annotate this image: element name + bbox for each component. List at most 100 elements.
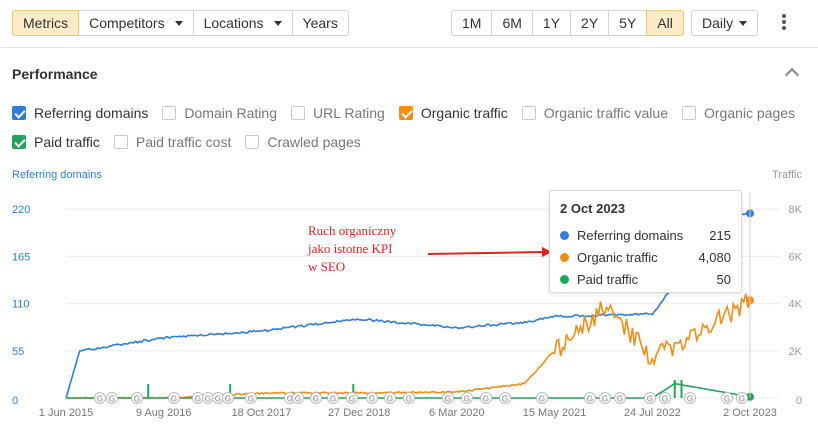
series-dot-icon — [560, 252, 569, 262]
checkbox-domain-rating[interactable]: Domain Rating — [162, 105, 277, 121]
google-update-letter: G — [369, 395, 375, 404]
google-update-marker — [222, 392, 234, 404]
google-update-letter: G — [483, 395, 489, 404]
checkbox-label: Organic traffic — [420, 105, 508, 121]
google-update-icon: G — [384, 392, 396, 404]
checkbox-checked-icon[interactable] — [12, 106, 26, 120]
left-axis-ticks: 0 55 110 165 220 — [12, 204, 30, 407]
google-update-icon: G — [659, 392, 671, 404]
checkbox-organic-traffic-value[interactable]: Organic traffic value — [521, 105, 668, 121]
left-tick-label: 0 — [12, 395, 18, 407]
checkbox-url-rating[interactable]: URL Rating — [291, 105, 385, 121]
hover-indicator — [427, 192, 751, 398]
checkbox-crawled-pages[interactable]: Crawled pages — [245, 134, 361, 150]
checkbox-empty-icon[interactable] — [682, 106, 696, 120]
google-update-letter: G — [464, 395, 470, 404]
google-update-letter: G — [349, 395, 355, 404]
google-update-marker — [599, 392, 611, 404]
checkbox-referring-domains[interactable]: Referring domains — [12, 105, 148, 121]
google-update-icon: G — [403, 392, 415, 404]
checkbox-label: Organic pages — [704, 105, 796, 121]
tab-competitors[interactable]: Competitors — [78, 10, 194, 36]
google-update-letter: G — [215, 395, 221, 404]
google-update-marker — [245, 392, 257, 404]
toolbar: Metrics Competitors Locations Years 1M 6… — [0, 0, 818, 48]
google-update-icon: G — [310, 392, 322, 404]
checkbox-label: Paid traffic — [34, 134, 100, 150]
annotation-text: Ruch organiczny jako istotne KPI w SEO — [308, 222, 396, 276]
checkbox-empty-icon[interactable] — [521, 106, 536, 120]
x-tick-label: 6 Mar 2020 — [429, 407, 485, 419]
caret-down-icon — [174, 20, 183, 26]
google-update-icon: G — [131, 392, 143, 404]
right-tick-label: 8K — [789, 204, 803, 216]
google-update-icon: G — [94, 392, 106, 404]
google-update-letter: G — [406, 395, 412, 404]
chart-tooltip: 2 Oct 2023 Referring domains 215 Organic… — [549, 190, 742, 293]
left-tick-label: 55 — [12, 346, 24, 358]
range-1y-button[interactable]: 1Y — [531, 10, 572, 36]
interval-dropdown[interactable]: Daily — [691, 10, 759, 36]
range-5y-button[interactable]: 5Y — [608, 10, 648, 36]
google-update-letter: G — [225, 395, 231, 404]
performance-chart[interactable]: 0 55 110 165 220 0 2K 4K 6K 8K 1 Jun 2015 9 Aug 2… — [0, 180, 818, 420]
more-options-icon[interactable] — [779, 14, 789, 34]
range-2y-button[interactable]: 2Y — [570, 10, 610, 36]
checkbox-empty-icon[interactable] — [162, 106, 177, 120]
google-update-letter: G — [662, 395, 668, 404]
metrics-row-2: Paid traffic Paid traffic cost Crawled p… — [12, 134, 375, 150]
checkbox-paid-traffic[interactable]: Paid traffic — [12, 134, 100, 150]
checkbox-paid-traffic-cost[interactable]: Paid traffic cost — [113, 134, 231, 150]
checkbox-organic-pages[interactable]: Organic pages — [682, 105, 795, 121]
right-tick-label: 6K — [789, 251, 803, 263]
google-update-marker — [403, 392, 415, 404]
x-tick-label: 24 Jul 2022 — [624, 407, 681, 419]
google-update-letter: G — [295, 395, 301, 404]
view-tabs: Metrics Competitors Locations Years — [12, 10, 349, 36]
google-update-marker — [614, 392, 626, 404]
checkbox-empty-icon[interactable] — [245, 135, 260, 149]
google-update-letter: G — [502, 395, 508, 404]
collapse-chevron-icon[interactable] — [784, 67, 800, 83]
annotation-line: jako istotne KPI — [308, 241, 393, 256]
range-6m-button[interactable]: 6M — [491, 10, 533, 36]
checkbox-empty-icon[interactable] — [113, 135, 128, 149]
x-tick-label: 2 Oct 2023 — [723, 407, 777, 419]
series-dot-icon — [560, 274, 569, 284]
left-axis-title: Referring domains — [12, 169, 102, 181]
tooltip-series-value: 50 — [716, 271, 731, 287]
google-update-marker — [536, 392, 548, 404]
checkbox-empty-icon[interactable] — [291, 106, 305, 120]
google-update-marker — [94, 392, 106, 404]
tab-years[interactable]: Years — [291, 10, 349, 36]
right-tick-label: 2K — [789, 346, 803, 358]
annotation-arrow-icon — [427, 247, 552, 257]
google-update-icon: G — [736, 392, 748, 404]
checkbox-checked-icon[interactable] — [12, 135, 26, 149]
checkbox-organic-traffic[interactable]: Organic traffic — [398, 105, 508, 121]
google-update-marker — [659, 392, 671, 404]
checkbox-checked-icon[interactable] — [398, 106, 413, 120]
google-update-letter: G — [687, 395, 693, 404]
google-update-marker — [106, 392, 118, 404]
interval-dropdown-group: Daily — [691, 10, 759, 36]
google-update-letter: G — [647, 395, 653, 404]
google-update-icon: G — [536, 392, 548, 404]
google-update-letter: G — [287, 395, 293, 404]
range-buttons: 1M 6M 1Y 2Y 5Y All — [451, 10, 684, 36]
google-update-icon: G — [684, 392, 696, 404]
google-update-icon: G — [202, 392, 214, 404]
google-update-icon: G — [480, 392, 492, 404]
google-update-marker — [442, 392, 454, 404]
google-update-icon: G — [222, 392, 234, 404]
google-update-letter: G — [97, 395, 103, 404]
range-all-button[interactable]: All — [646, 10, 684, 36]
google-update-marker — [684, 392, 696, 404]
tooltip-series-value: 4,080 — [698, 249, 731, 265]
tab-metrics[interactable]: Metrics — [12, 10, 80, 36]
range-1m-button[interactable]: 1M — [451, 10, 493, 36]
google-update-marker — [168, 392, 180, 404]
tab-locations[interactable]: Locations — [192, 10, 293, 36]
google-update-icon: G — [366, 392, 378, 404]
